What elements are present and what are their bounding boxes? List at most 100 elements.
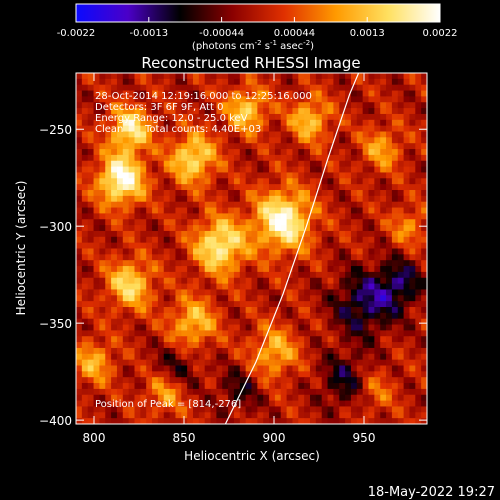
heatmap-cell [421, 406, 427, 413]
heatmap-cell [169, 289, 176, 296]
heatmap-cell [175, 353, 182, 361]
heatmap-cell [122, 137, 130, 144]
heatmap-cell [169, 388, 176, 396]
heatmap-cell [204, 113, 211, 121]
heatmap-cell [356, 266, 364, 273]
heatmap-cell [391, 400, 399, 407]
heatmap-cell [391, 347, 399, 355]
heatmap-cell [327, 394, 334, 401]
heatmap-cell [421, 254, 427, 261]
heatmap-cell [76, 236, 83, 244]
heatmap-cell [193, 160, 200, 167]
heatmap-cell [157, 113, 165, 121]
heatmap-cell [152, 160, 159, 167]
heatmap-cell [228, 324, 235, 331]
heatmap-cell [111, 143, 118, 150]
heatmap-cell [76, 178, 83, 185]
heatmap-cell [409, 207, 416, 214]
heatmap-cell [157, 102, 165, 109]
heatmap-cell [345, 318, 352, 325]
heatmap-cell [386, 225, 393, 232]
heatmap-cell [315, 102, 323, 109]
heatmap-cell [87, 301, 94, 308]
colorbar-ticks: -0.0022 -0.0013 -0.00044 0.00044 0.0013 0.002… [57, 17, 458, 39]
heatmap-cell [233, 260, 241, 267]
heatmap-cell [321, 371, 328, 378]
heatmap-cell [257, 160, 264, 167]
heatmap-cell [157, 266, 165, 273]
heatmap-cell [222, 307, 229, 314]
heatmap-cell [403, 412, 410, 419]
heatmap-cell [362, 166, 369, 173]
heatmap-cell [122, 312, 130, 320]
heatmap-cell [163, 377, 170, 384]
heatmap-cell [333, 90, 340, 97]
heatmap-cell [409, 307, 416, 314]
heatmap-cell [81, 137, 89, 144]
heatmap-cell [251, 119, 258, 127]
heatmap-cell [251, 96, 258, 103]
heatmap-cell [105, 119, 112, 127]
heatmap-cell [245, 78, 252, 86]
heatmap-cell [152, 172, 159, 179]
heatmap-cell [216, 383, 223, 390]
heatmap-cell [87, 154, 94, 162]
heatmap-cell [105, 394, 112, 401]
heatmap-cell [391, 236, 399, 244]
heatmap-cell [269, 137, 276, 144]
heatmap-cell [233, 289, 241, 296]
heatmap-cell [298, 248, 305, 255]
heatmap-cell [128, 96, 135, 103]
heatmap-cell [327, 307, 334, 314]
annotation-total-counts: Total counts: 4.40E+03 [144, 124, 261, 135]
heatmap-cell [368, 90, 375, 97]
heatmap-cell [87, 353, 94, 361]
heatmap-cell [409, 283, 416, 290]
heatmap-cell [239, 406, 247, 413]
heatmap-cell [368, 318, 375, 325]
heatmap-cell [415, 102, 422, 109]
heatmap-cell [409, 383, 416, 390]
heatmap-cell [415, 108, 422, 115]
heatmap-cell [333, 149, 340, 156]
heatmap-cell [321, 359, 328, 366]
heatmap-cell [251, 330, 258, 337]
heatmap-cell [286, 406, 293, 413]
heatmap-cell [134, 324, 141, 331]
heatmap-cell [76, 347, 83, 355]
heatmap-cell [81, 213, 89, 220]
heatmap-cell [397, 184, 404, 191]
heatmap-cell [380, 289, 387, 296]
heatmap-cell [415, 271, 422, 279]
heatmap-cell [280, 312, 287, 320]
heatmap-cell [339, 318, 346, 325]
heatmap-cell [315, 324, 323, 331]
heatmap-cell [251, 201, 258, 208]
heatmap-cell [274, 201, 282, 208]
heatmap-cell [239, 184, 247, 191]
heatmap-cell [374, 406, 381, 413]
heatmap-cell [415, 190, 422, 197]
heatmap-cell [274, 312, 282, 320]
heatmap-cell [169, 166, 176, 173]
heatmap-cell [122, 324, 130, 331]
heatmap-cell [397, 201, 404, 208]
heatmap-cell [345, 225, 352, 232]
heatmap-cell [87, 283, 94, 290]
heatmap-cell [356, 388, 364, 396]
heatmap-cell [409, 365, 416, 372]
heatmap-cell [163, 371, 170, 378]
heatmap-cell [333, 219, 340, 226]
heatmap-cell [233, 84, 241, 91]
heatmap-cell [245, 96, 252, 103]
heatmap-cell [93, 90, 100, 97]
heatmap-cell [391, 207, 399, 214]
heatmap-cell [76, 254, 83, 261]
heatmap-cell [368, 289, 375, 296]
heatmap-cell [134, 73, 141, 80]
heatmap-cell [228, 119, 235, 127]
heatmap-cell [198, 137, 206, 144]
heatmap-cell [163, 131, 170, 138]
heatmap-cell [263, 108, 270, 115]
heatmap-cell [210, 242, 217, 249]
